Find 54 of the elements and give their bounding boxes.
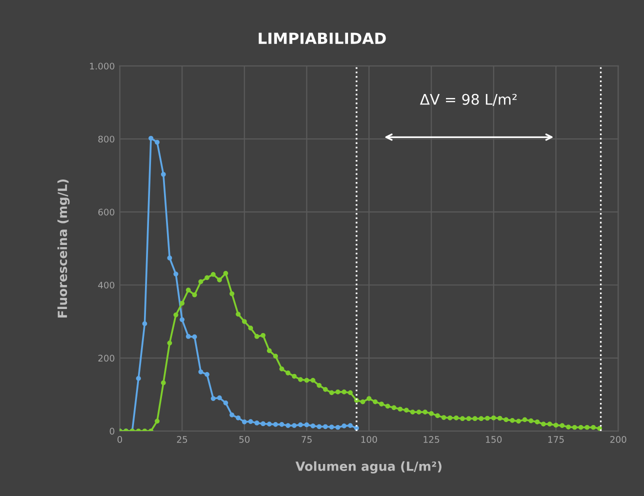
point [254,420,260,426]
point [242,419,247,424]
point [204,372,210,377]
point [223,400,228,406]
x-tick-label: 25 [177,436,188,443]
point [298,422,303,428]
point [217,395,222,400]
point [167,256,172,260]
point [329,424,334,430]
y-tick-label: 800 [98,136,114,143]
point [160,172,166,177]
point [180,317,185,322]
x-axis-title: Volumen agua (L/m²) [296,461,442,474]
x-tick-label: 75 [302,436,312,443]
point [266,422,272,427]
point [148,136,154,141]
point [348,423,353,428]
point [136,376,141,381]
point [260,421,266,426]
y-tick-label: 200 [98,354,114,362]
point [335,424,340,430]
point [154,140,160,145]
y-tick-label: 400 [98,282,114,289]
point [316,424,322,430]
point [304,422,310,428]
point [273,422,278,427]
x-tick-label: 150 [486,436,502,443]
annotation: ΔV = 98 L/m² [420,94,517,106]
point [342,423,347,428]
x-tick-label: 125 [424,436,440,443]
x-tick-label: 175 [548,436,564,443]
point [279,422,284,427]
point [230,412,234,418]
point [186,334,191,339]
point [173,272,178,276]
point [142,321,148,326]
point [198,369,204,374]
y-tick-label: 1.000 [90,62,114,70]
x-tick-label: 50 [239,436,250,443]
y-tick-label: 0 [110,428,114,435]
point [248,419,254,424]
x-tick-label: 200 [610,436,626,443]
y-tick-label: 600 [98,208,114,216]
point [286,423,290,428]
point [236,415,241,420]
chart-title: LIMPIABILIDAD [258,32,386,44]
point [322,424,328,430]
point [310,423,316,428]
point [210,396,216,401]
point [192,334,197,340]
x-tick-label: 100 [361,436,378,443]
y-axis-title: Fluoresceina (mg/L) [57,179,70,318]
x-tick-label: 0 [118,436,122,443]
point [292,423,297,428]
